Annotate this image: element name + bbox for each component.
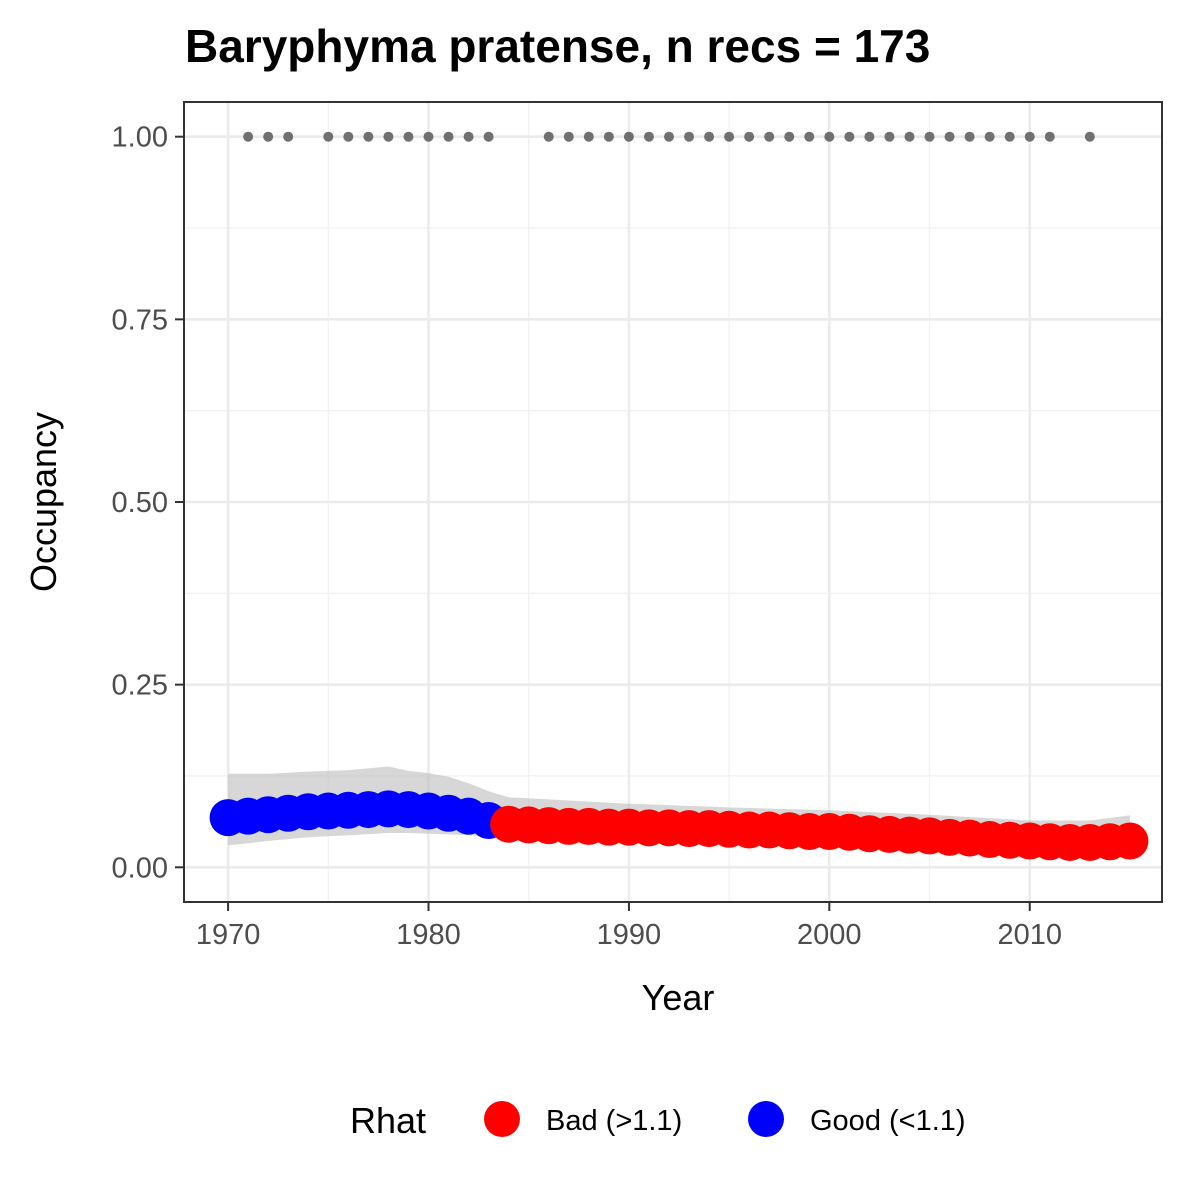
occupancy-point: [1111, 822, 1149, 860]
record-point: [383, 131, 394, 142]
y-tick-label: 0.00: [112, 852, 168, 884]
record-point: [984, 131, 995, 142]
legend-key-bad: [484, 1101, 520, 1137]
record-point: [884, 131, 895, 142]
record-point: [684, 131, 695, 142]
x-axis-title: Year: [642, 977, 715, 1018]
record-point: [663, 131, 674, 142]
record-point: [924, 131, 935, 142]
y-tick-label: 0.50: [112, 487, 168, 519]
legend-title: Rhat: [350, 1100, 426, 1141]
legend: Rhat Bad (>1.1) Good (<1.1): [350, 1100, 966, 1141]
record-point: [443, 131, 454, 142]
record-point: [1084, 131, 1095, 142]
record-point: [623, 131, 634, 142]
record-point: [1024, 131, 1035, 142]
axis-ticks: 1970 1980 1990 2000 2010 0.00 0.25 0.50 0.75 1.00: [112, 122, 1062, 951]
y-tick-label: 1.00: [112, 122, 168, 154]
record-point: [844, 131, 855, 142]
legend-label-good: Good (<1.1): [810, 1105, 966, 1137]
record-point: [343, 131, 354, 142]
record-point: [263, 131, 274, 142]
chart-title: Baryphyma pratense, n recs = 173: [185, 20, 930, 72]
y-axis-title: Occupancy: [23, 412, 64, 592]
record-point: [964, 131, 975, 142]
record-point: [744, 131, 755, 142]
y-tick-label: 0.75: [112, 304, 168, 336]
record-point: [824, 131, 835, 142]
record-point: [323, 131, 334, 142]
record-point: [403, 131, 414, 142]
record-point: [864, 131, 875, 142]
record-point: [363, 131, 374, 142]
x-tick-label: 1980: [396, 919, 461, 951]
x-tick-label: 2010: [997, 919, 1062, 951]
occupancy-points: [209, 790, 1149, 861]
record-point: [483, 131, 494, 142]
legend-label-bad: Bad (>1.1): [546, 1105, 682, 1137]
record-point: [904, 131, 915, 142]
record-point: [583, 131, 594, 142]
record-point: [724, 131, 735, 142]
y-tick-label: 0.25: [112, 670, 168, 702]
record-point: [944, 131, 955, 142]
record-point: [463, 131, 474, 142]
record-point: [243, 131, 254, 142]
record-point: [704, 131, 715, 142]
x-tick-label: 1990: [597, 919, 662, 951]
record-points: [243, 131, 1095, 142]
record-point: [764, 131, 775, 142]
record-point: [423, 131, 434, 142]
record-point: [643, 131, 654, 142]
record-point: [1004, 131, 1015, 142]
x-tick-label: 2000: [797, 919, 862, 951]
record-point: [603, 131, 614, 142]
record-point: [784, 131, 795, 142]
x-tick-label: 1970: [196, 919, 261, 951]
record-point: [563, 131, 574, 142]
record-point: [1044, 131, 1055, 142]
record-point: [543, 131, 554, 142]
record-point: [283, 131, 294, 142]
record-point: [804, 131, 815, 142]
legend-key-good: [748, 1101, 784, 1137]
